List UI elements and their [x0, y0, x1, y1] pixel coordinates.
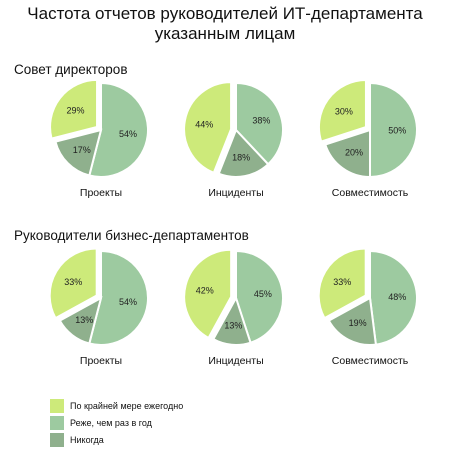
- pie-slice-label: 54%: [119, 297, 137, 307]
- pie-slice-label: 17%: [73, 145, 91, 155]
- pie-slice-label: 13%: [224, 321, 242, 331]
- pie-slice: [369, 249, 418, 346]
- pie-slice: [58, 296, 103, 345]
- pie-slice-label: 45%: [254, 289, 272, 299]
- pie-slice: [48, 247, 98, 320]
- pie-slice: [211, 295, 252, 346]
- pie-slice-label: 18%: [232, 152, 250, 162]
- legend-item: Реже, чем раз в год: [50, 414, 183, 431]
- legend-item: По крайней мере ежегодно: [50, 397, 183, 414]
- chart-title: Частота отчетов руководителей ИТ-департа…: [0, 4, 450, 44]
- pie-slice: [327, 296, 378, 346]
- pie-slice: [183, 81, 233, 175]
- pie-slice-label: 54%: [119, 129, 137, 139]
- pie-chart: 33% 48% 19% Совместимость: [317, 247, 418, 367]
- pie-slice-label: 30%: [335, 107, 353, 117]
- pie-slice: [54, 128, 103, 177]
- pie-slice: [235, 249, 284, 344]
- chart-title-line-2: указанным лицам: [154, 24, 296, 43]
- legend-label-never: Никогда: [70, 434, 104, 445]
- pie-chart: 42% 45% 13% Инциденты: [183, 248, 284, 367]
- legend-label-annual: По крайней мере ежегодно: [70, 400, 184, 411]
- pie-slice-label: 38%: [252, 115, 270, 125]
- pie-chart: 33% 54% 13% Проекты: [48, 247, 149, 367]
- pie-caption: Совместимость: [332, 355, 409, 367]
- pie-slice: [317, 79, 367, 143]
- section-label-business-heads: Руководители бизнес-департаментов: [14, 228, 249, 243]
- pie-slice-label: 44%: [195, 119, 213, 129]
- pie-chart: 44% 38% 18% Инциденты: [183, 81, 284, 199]
- pie-caption: Проекты: [80, 187, 122, 199]
- pie-caption: Совместимость: [332, 187, 409, 199]
- legend-item: Никогда: [50, 431, 183, 448]
- pie-slice: [88, 249, 149, 346]
- pie-slice: [217, 128, 270, 178]
- pie-slice-label: 33%: [333, 277, 351, 287]
- legend-swatch-less-often: [50, 415, 64, 430]
- pie-slice: [88, 81, 149, 178]
- pie-slice: [49, 78, 99, 140]
- pie-chart: 29% 54% 17% Проекты: [49, 78, 149, 199]
- pie-slice: [324, 128, 371, 179]
- pie-slice-label: 29%: [67, 106, 85, 116]
- pie-caption: Проекты: [80, 355, 122, 367]
- pie-slice: [369, 81, 418, 179]
- pie-slice: [183, 248, 233, 340]
- pie-slice-label: 50%: [388, 126, 406, 136]
- pie-slice-label: 19%: [349, 318, 367, 328]
- section-label-board: Совет директоров: [14, 62, 128, 77]
- pie-caption: Инциденты: [208, 187, 263, 199]
- pie-slice-label: 13%: [75, 315, 93, 325]
- pie-slice-label: 20%: [345, 148, 363, 158]
- pie-slice-label: 48%: [388, 292, 406, 302]
- legend-swatch-annual: [50, 398, 64, 413]
- pie-caption: Инциденты: [208, 355, 263, 367]
- chart-title-line-1: Частота отчетов руководителей ИТ-департа…: [27, 4, 423, 23]
- pie-slice-label: 42%: [196, 285, 214, 295]
- pie-slice: [317, 247, 367, 320]
- pie-chart: 30% 50% 20% Совместимость: [317, 79, 418, 199]
- pie-slice-label: 33%: [64, 277, 82, 287]
- legend: По крайней мере ежегодно Реже, чем раз в…: [50, 397, 183, 448]
- legend-swatch-never: [50, 432, 64, 447]
- legend-label-less-often: Реже, чем раз в год: [70, 417, 152, 428]
- pie-slice: [235, 81, 284, 166]
